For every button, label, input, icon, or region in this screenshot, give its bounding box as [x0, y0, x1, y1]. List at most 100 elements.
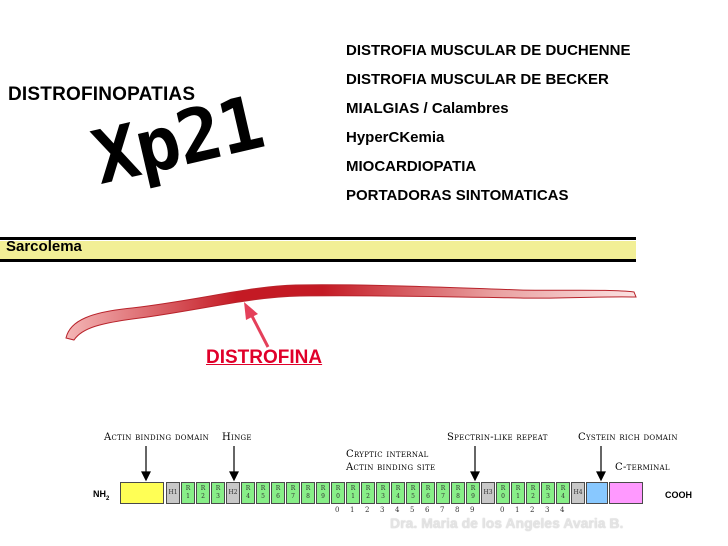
hinge-segment: H2: [226, 482, 240, 504]
hinge-segment: H4: [571, 482, 585, 504]
condition-item: DISTROFIA MUSCULAR DE DUCHENNE: [346, 42, 631, 59]
repeat-letter: R: [395, 485, 401, 492]
repeat-below-digit: 7: [440, 506, 445, 514]
repeat-letter: R: [320, 485, 326, 492]
repeat-digit: 4: [396, 493, 400, 500]
repeat-digit: 5: [411, 493, 415, 500]
repeat-below-digit: 2: [530, 506, 535, 514]
c-terminal-label: C-terminal: [615, 462, 670, 473]
repeat-digit: 1: [186, 493, 190, 500]
repeat-below-digit: 5: [410, 506, 415, 514]
repeat-digit: 2: [531, 493, 535, 500]
repeat-letter: R: [200, 485, 206, 492]
repeat-letter: R: [365, 485, 371, 492]
repeat-digit: 6: [276, 493, 280, 500]
hinge-segment: H1: [166, 482, 180, 504]
repeat-digit: 1: [516, 493, 520, 500]
membrane-top-line: [0, 237, 636, 240]
repeat-digit: 7: [441, 493, 445, 500]
sarcolemma-membrane: [0, 237, 636, 262]
repeat-below-digit: 4: [560, 506, 565, 514]
repeat-below-digit: 9: [470, 506, 475, 514]
repeat-digit: 4: [246, 493, 250, 500]
repeat-digit: 5: [261, 493, 265, 500]
repeat-below-digit: 1: [515, 506, 520, 514]
repeat-letter: R: [290, 485, 296, 492]
repeat-letter: R: [410, 485, 416, 492]
repeat-digit: 2: [366, 493, 370, 500]
conditions-list: DISTROFIA MUSCULAR DE DUCHENNE DISTROFIA…: [346, 36, 630, 210]
repeat-letter: R: [455, 485, 461, 492]
repeat-below-digit: 8: [455, 506, 460, 514]
dystrophin-body: [65, 284, 637, 341]
condition-item: PORTADORAS SINTOMATICAS: [346, 187, 569, 204]
c-terminal-segment: [609, 482, 643, 504]
repeat-digit: 3: [381, 493, 385, 500]
repeat-letter: R: [530, 485, 536, 492]
repeat-letter: R: [245, 485, 251, 492]
repeat-digit: 1: [351, 493, 355, 500]
repeat-letter: R: [515, 485, 521, 492]
pointer-hinge-head: [229, 471, 239, 482]
pointer-spectrin-head: [470, 471, 480, 482]
page-title: DISTROFINOPATIAS: [8, 84, 196, 105]
repeat-below-digit: 0: [335, 506, 340, 514]
sarcolemma-label: Sarcolema: [6, 238, 82, 255]
condition-item: HyperCKemia: [346, 129, 445, 146]
cryptic-label-line2: Actin binding site: [346, 462, 436, 473]
repeat-letter: R: [425, 485, 431, 492]
repeat-digit: 3: [216, 493, 220, 500]
condition-item: MIOCARDIOPATIA: [346, 158, 477, 175]
repeat-digit: 9: [321, 493, 325, 500]
repeat-letter: R: [500, 485, 506, 492]
c-terminus-label: COOH: [665, 490, 692, 500]
dystrophin-shape: [65, 284, 637, 348]
membrane-band: [0, 241, 636, 259]
dystrophin-label: DISTROFINA: [206, 347, 323, 368]
repeat-below-digit: 6: [425, 506, 430, 514]
repeat-digit: 2: [201, 493, 205, 500]
repeat-digit: 9: [471, 493, 475, 500]
repeat-below-digit: 4: [395, 506, 400, 514]
repeat-letter: R: [470, 485, 476, 492]
spectrin-repeat-label: Spectrin-like repeat: [447, 432, 548, 443]
repeat-digit: 6: [426, 493, 430, 500]
repeat-letter: R: [335, 485, 341, 492]
repeat-letter: R: [560, 485, 566, 492]
condition-item: DISTROFIA MUSCULAR DE BECKER: [346, 71, 609, 88]
repeat-digit: 0: [501, 493, 505, 500]
cryptic-label-line1: Cryptic internal: [346, 449, 429, 460]
repeat-letter: R: [380, 485, 386, 492]
repeat-letter: R: [185, 485, 191, 492]
repeat-digit: 0: [336, 493, 340, 500]
repeat-letter: R: [545, 485, 551, 492]
repeat-letter: R: [440, 485, 446, 492]
pointer-actin-head: [141, 471, 151, 482]
repeat-below-digit: 3: [380, 506, 385, 514]
actin-binding-domain-label: Actin binding domain: [104, 432, 210, 443]
membrane-bottom-line: [0, 259, 636, 262]
dystrophin-arrow: [250, 315, 270, 348]
n-terminus-label: NH2: [93, 489, 110, 502]
condition-item: MIALGIAS / Calambres: [346, 100, 509, 117]
